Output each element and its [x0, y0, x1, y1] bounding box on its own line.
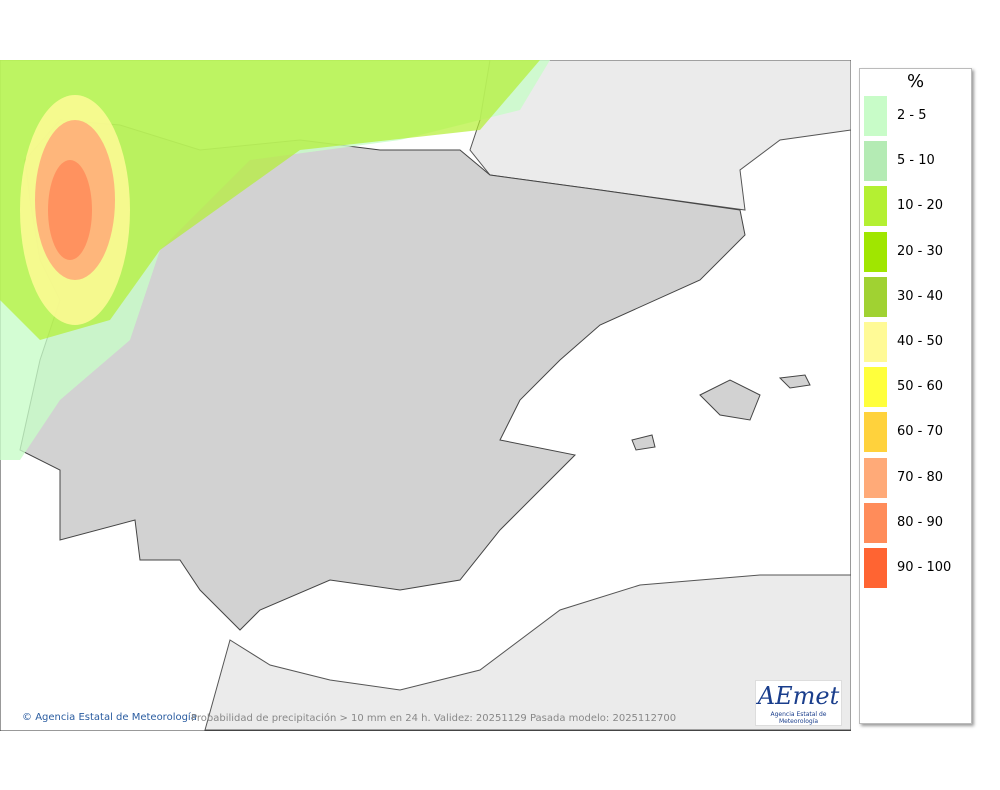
legend-label: 70 - 80 — [897, 469, 944, 485]
logo-subtitle: Agencia Estatal de Meteorología — [770, 711, 827, 725]
france — [469, 60, 851, 211]
caption: Probabilidad de precipitación > 10 mm en… — [191, 713, 677, 724]
africa — [204, 574, 851, 731]
legend-swatch — [864, 367, 887, 408]
legend-label: 90 - 100 — [897, 560, 952, 575]
precip-mid — [0, 60, 540, 340]
legend-swatch — [864, 141, 887, 182]
legend-swatch — [864, 322, 887, 362]
legend-label: 5 - 10 — [897, 153, 935, 169]
legend: % 2 - 5 5 - 10 10 - 20 20 - 30 30 - 40 40 - 5… — [859, 68, 972, 724]
logo-name: AEmet — [757, 682, 840, 710]
legend-label: 30 - 40 — [897, 288, 944, 304]
legend-swatch — [864, 186, 887, 227]
mallorca — [699, 379, 761, 421]
credit-text: Agencia Estatal de Meteorología — [35, 712, 197, 723]
legend-label: 60 - 70 — [897, 424, 944, 440]
credit: © Agencia Estatal de Meteorología — [22, 712, 197, 723]
logo: AEmet Agencia Estatal de Meteorología — [755, 680, 842, 726]
legend-label: 20 - 30 — [897, 243, 944, 259]
legend-swatch — [864, 231, 887, 272]
legend-label: 80 - 90 — [897, 514, 944, 530]
legend-swatch — [864, 412, 887, 453]
iberia — [19, 119, 746, 631]
ibiza — [631, 434, 656, 451]
legend-swatch — [864, 457, 887, 498]
legend-swatch — [864, 276, 887, 317]
legend-label: 50 - 60 — [897, 379, 944, 395]
menorca — [778, 374, 811, 389]
legend-swatch — [864, 502, 887, 543]
legend-swatch — [864, 548, 887, 588]
legend-title: % — [906, 71, 925, 92]
map — [0, 60, 851, 731]
precip-max — [48, 160, 92, 260]
legend-label: 2 - 5 — [897, 108, 927, 123]
legend-swatch — [864, 96, 887, 136]
legend-label: 10 - 20 — [897, 198, 944, 214]
legend-label: 40 - 50 — [897, 334, 944, 349]
